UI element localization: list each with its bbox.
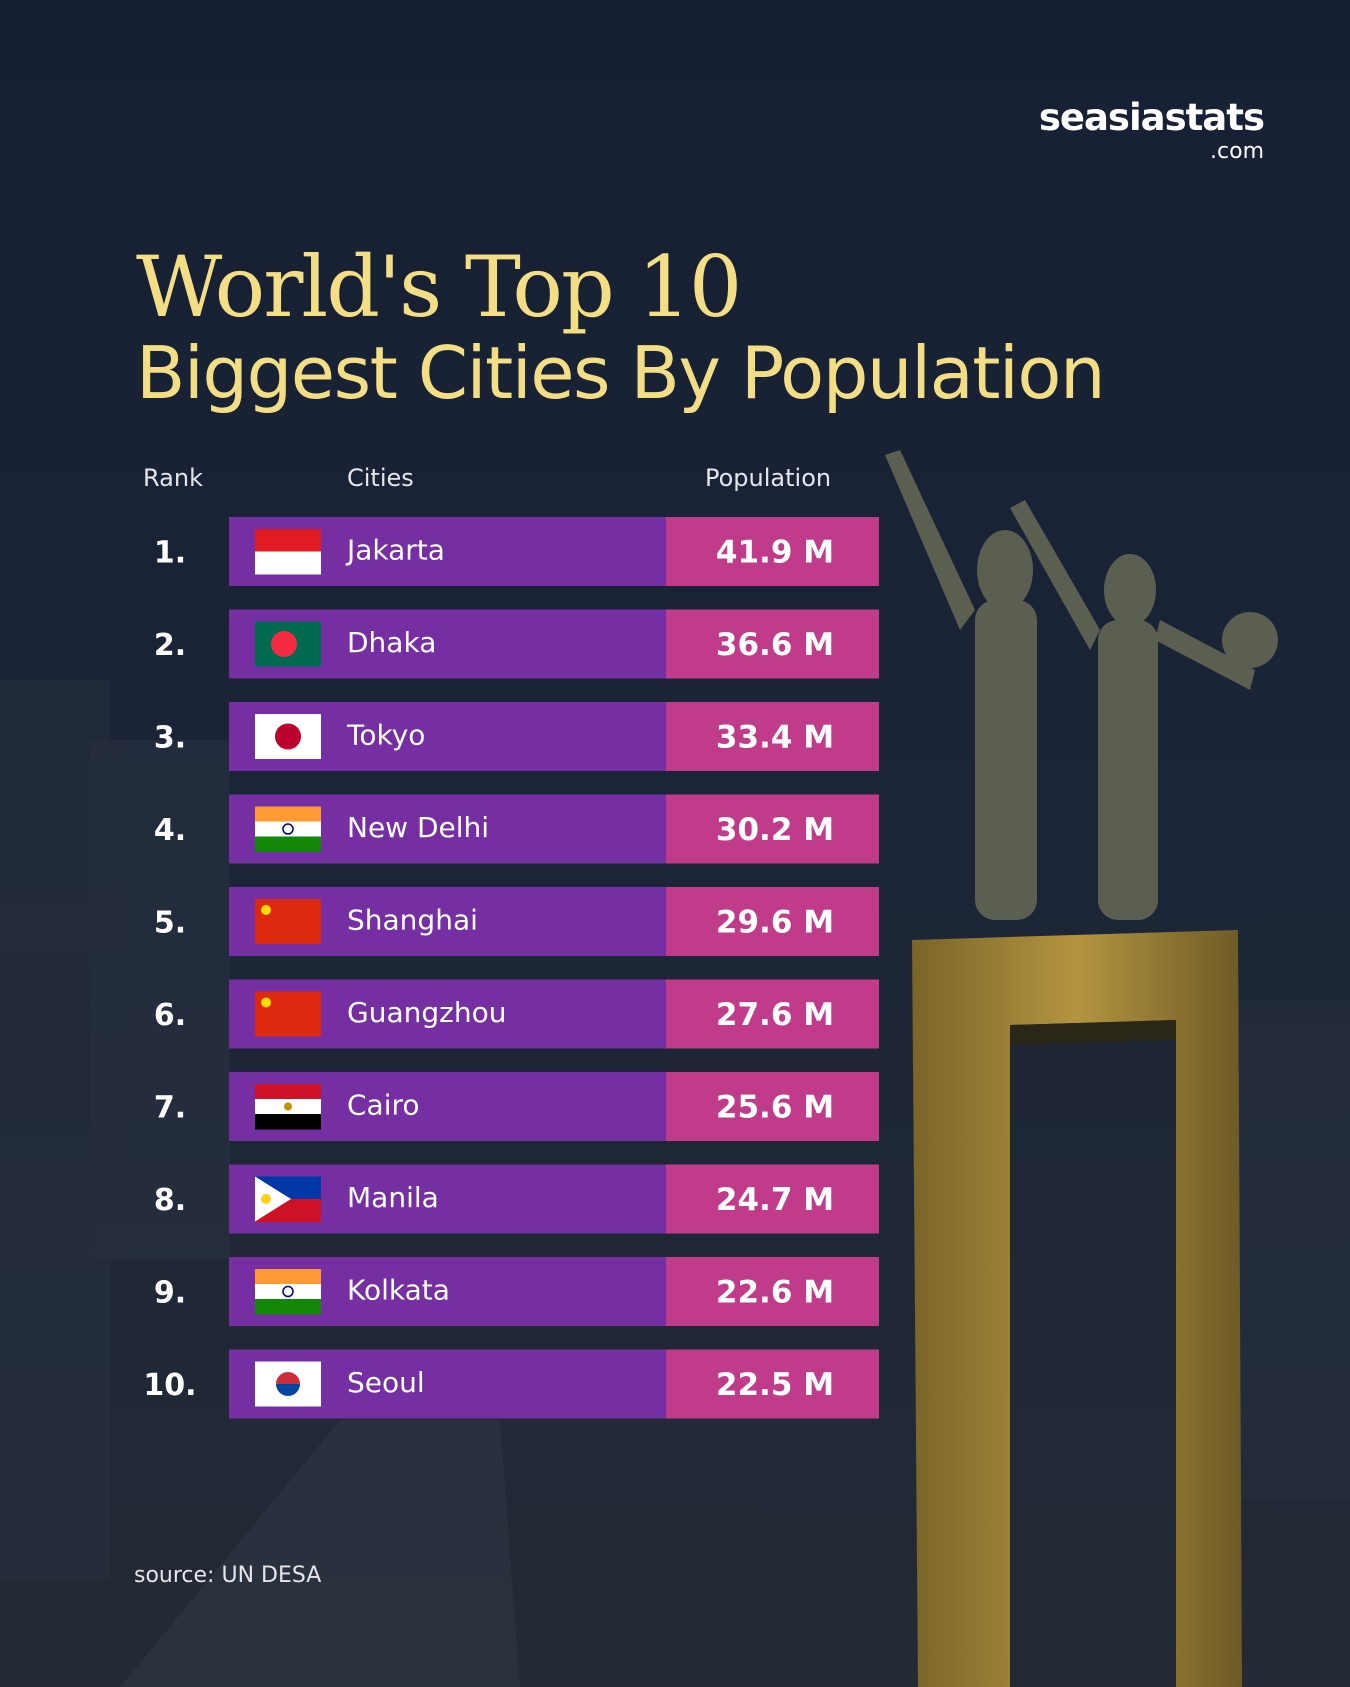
flag-sun bbox=[261, 1194, 271, 1204]
flag bbox=[255, 991, 321, 1037]
flag-disc bbox=[275, 723, 301, 750]
source: source: UN DESA bbox=[134, 1563, 321, 1588]
flag-stripe bbox=[255, 1084, 321, 1100]
flag-wheel bbox=[282, 823, 294, 835]
flag bbox=[255, 899, 321, 944]
rank: 4. bbox=[154, 813, 186, 848]
city-name: Manila bbox=[347, 1181, 439, 1214]
flag bbox=[255, 1361, 321, 1407]
header-rank: Rank bbox=[143, 464, 203, 492]
flag-eagle bbox=[284, 1102, 292, 1111]
city-name: Dhaka bbox=[347, 626, 436, 659]
population: 27.6 M bbox=[716, 997, 834, 1033]
flag-stripe bbox=[255, 1299, 321, 1315]
rank: 1. bbox=[154, 536, 186, 571]
city-name: Seoul bbox=[347, 1366, 425, 1399]
population-cell bbox=[666, 1164, 879, 1234]
flag-stripe bbox=[255, 806, 321, 822]
flag-stripe bbox=[255, 1114, 321, 1130]
rank: 5. bbox=[154, 906, 186, 941]
brand-suffix: .com bbox=[1210, 139, 1264, 164]
title-line1: World's Top 10 bbox=[136, 238, 740, 336]
flag-stripe bbox=[255, 836, 321, 852]
city-name: New Delhi bbox=[347, 811, 489, 844]
flag bbox=[255, 1084, 321, 1130]
rank: 6. bbox=[154, 998, 186, 1033]
flag-taeguk-top bbox=[276, 1372, 300, 1384]
city-name: Kolkata bbox=[347, 1274, 450, 1307]
flag-wheel bbox=[282, 1285, 294, 1298]
flag bbox=[255, 806, 321, 852]
flag-stripe bbox=[255, 821, 321, 837]
table-row: 3. Tokyo 33.4 M bbox=[154, 702, 879, 771]
rank: 7. bbox=[154, 1091, 186, 1126]
header-cities: Cities bbox=[347, 464, 414, 492]
population-cell bbox=[666, 1072, 879, 1141]
city-name: Shanghai bbox=[347, 904, 478, 937]
population-cell bbox=[666, 517, 879, 586]
flag bbox=[255, 529, 321, 575]
population: 36.6 M bbox=[716, 627, 834, 663]
flag bbox=[255, 621, 321, 667]
flag-disc bbox=[271, 631, 297, 657]
table-rows: 1. Jakarta 41.9 M 2. Dhaka 36.6 M 3. Tokyo 33.4 … bbox=[143, 517, 879, 1419]
rank: 8. bbox=[154, 1183, 186, 1218]
header-population: Population bbox=[705, 464, 831, 492]
table-row: 10. Seoul 22.5 M bbox=[143, 1349, 879, 1419]
flag-stripe bbox=[255, 1284, 321, 1300]
flag bbox=[255, 1176, 321, 1222]
flag bbox=[255, 1269, 321, 1315]
title-line2: Biggest Cities By Population bbox=[136, 331, 1104, 415]
rank: 9. bbox=[154, 1276, 186, 1311]
population: 22.6 M bbox=[716, 1275, 834, 1311]
population: 29.6 M bbox=[716, 905, 834, 941]
population: 24.7 M bbox=[716, 1182, 834, 1218]
population: 30.2 M bbox=[716, 812, 834, 848]
city-name: Tokyo bbox=[346, 719, 425, 752]
city-name: Guangzhou bbox=[347, 996, 506, 1029]
city-backdrop bbox=[0, 680, 1350, 1687]
table-row: 2. Dhaka 36.6 M bbox=[154, 609, 879, 679]
flag-stripe bbox=[255, 551, 321, 575]
flag-star bbox=[261, 905, 271, 915]
population-cell bbox=[666, 702, 879, 771]
population: 22.5 M bbox=[716, 1367, 834, 1403]
flag-star bbox=[261, 997, 271, 1008]
table-row: 8. Manila 24.7 M bbox=[154, 1164, 879, 1234]
flag-stripe bbox=[255, 1269, 321, 1285]
flag-triangle bbox=[255, 1176, 291, 1222]
flag bbox=[255, 714, 321, 759]
table-row: 7. Cairo 25.6 M bbox=[154, 1072, 879, 1141]
rank: 10. bbox=[143, 1368, 196, 1403]
population: 41.9 M bbox=[716, 535, 834, 571]
population: 25.6 M bbox=[716, 1090, 834, 1126]
table-row: 4. New Delhi 30.2 M bbox=[154, 794, 879, 864]
flag-taeguk-bottom bbox=[276, 1384, 300, 1396]
brand-name: seasiastats bbox=[1039, 96, 1264, 139]
table-row: 5. Shanghai 29.6 M bbox=[154, 887, 879, 956]
population-cell bbox=[666, 794, 879, 864]
population-cell bbox=[666, 1257, 879, 1326]
monument bbox=[885, 450, 1278, 1687]
rank: 3. bbox=[154, 721, 186, 756]
population-cell bbox=[666, 609, 879, 679]
population-cell bbox=[666, 979, 879, 1049]
rank: 2. bbox=[154, 628, 186, 663]
city-name: Cairo bbox=[347, 1089, 420, 1122]
population-cell bbox=[666, 1349, 879, 1419]
table-row: 9. Kolkata 22.6 M bbox=[154, 1257, 879, 1326]
city-name: Jakarta bbox=[345, 534, 445, 567]
flag-stripe bbox=[255, 529, 321, 552]
table-row: 6. Guangzhou 27.6 M bbox=[154, 979, 879, 1049]
population-cell bbox=[666, 887, 879, 956]
table-row: 1. Jakarta 41.9 M bbox=[154, 517, 879, 586]
population: 33.4 M bbox=[716, 720, 834, 756]
